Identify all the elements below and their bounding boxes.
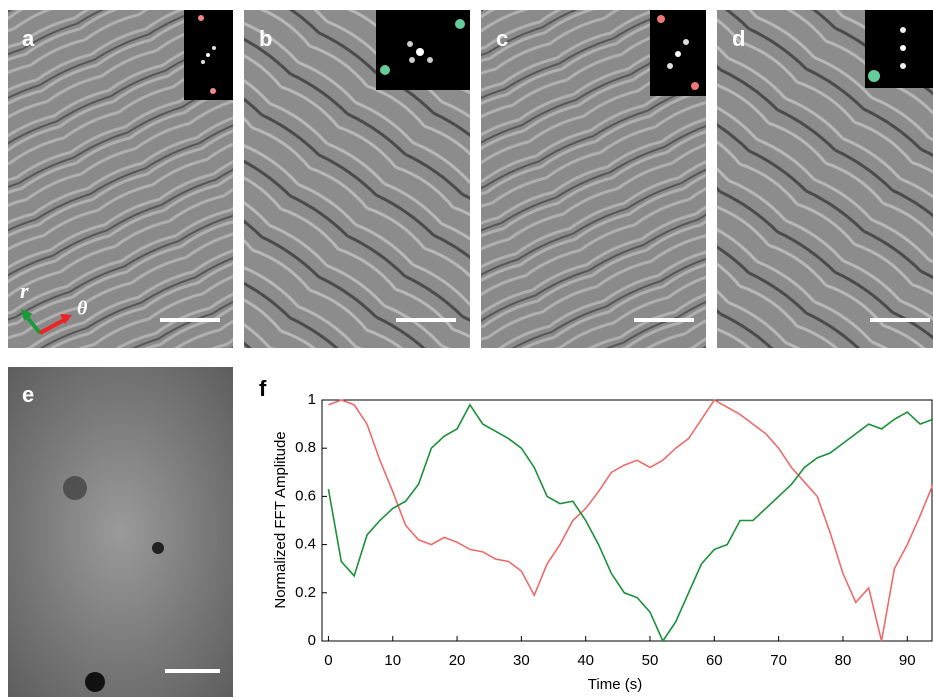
- y-axis-label: Normalized FFT Amplitude: [272, 431, 289, 608]
- image-e: [8, 367, 233, 697]
- x-tick-label: 80: [835, 652, 852, 669]
- panel-images: [8, 10, 933, 697]
- figure: a b c d e f r θ Time (s) Normalized FFT …: [0, 0, 933, 698]
- y-tick-label: 1: [308, 391, 316, 408]
- spot: [63, 476, 87, 500]
- x-tick-label: 20: [449, 652, 466, 669]
- panel-label: a: [22, 26, 35, 51]
- panel-label: e: [22, 382, 34, 407]
- x-tick-label: 60: [706, 652, 723, 669]
- y-tick-label: 0.4: [295, 536, 316, 553]
- panel-label: c: [496, 26, 508, 51]
- x-tick-label: 0: [324, 652, 332, 669]
- x-tick-label: 30: [513, 652, 530, 669]
- x-axis-label: Time (s): [588, 676, 642, 693]
- panel-label: d: [732, 26, 745, 51]
- y-tick-label: 0.8: [295, 439, 316, 456]
- y-tick-label: 0.6: [295, 487, 316, 504]
- y-tick-label: 0: [308, 632, 316, 649]
- plot-frame: [322, 400, 932, 641]
- x-tick-label: 70: [770, 652, 787, 669]
- panel-label: b: [259, 26, 272, 51]
- axis-glyph: θ: [77, 298, 88, 320]
- y-tick-label: 0.2: [295, 584, 316, 601]
- x-tick-label: 10: [384, 652, 401, 669]
- x-tick-label: 40: [577, 652, 594, 669]
- series-line: [328, 405, 933, 641]
- spot: [85, 672, 105, 692]
- x-tick-label: 90: [899, 652, 916, 669]
- x-tick-label: 50: [642, 652, 659, 669]
- series-line: [328, 400, 933, 641]
- panel-label: f: [259, 376, 267, 401]
- spot: [152, 542, 164, 554]
- axis-glyph: r: [20, 278, 29, 303]
